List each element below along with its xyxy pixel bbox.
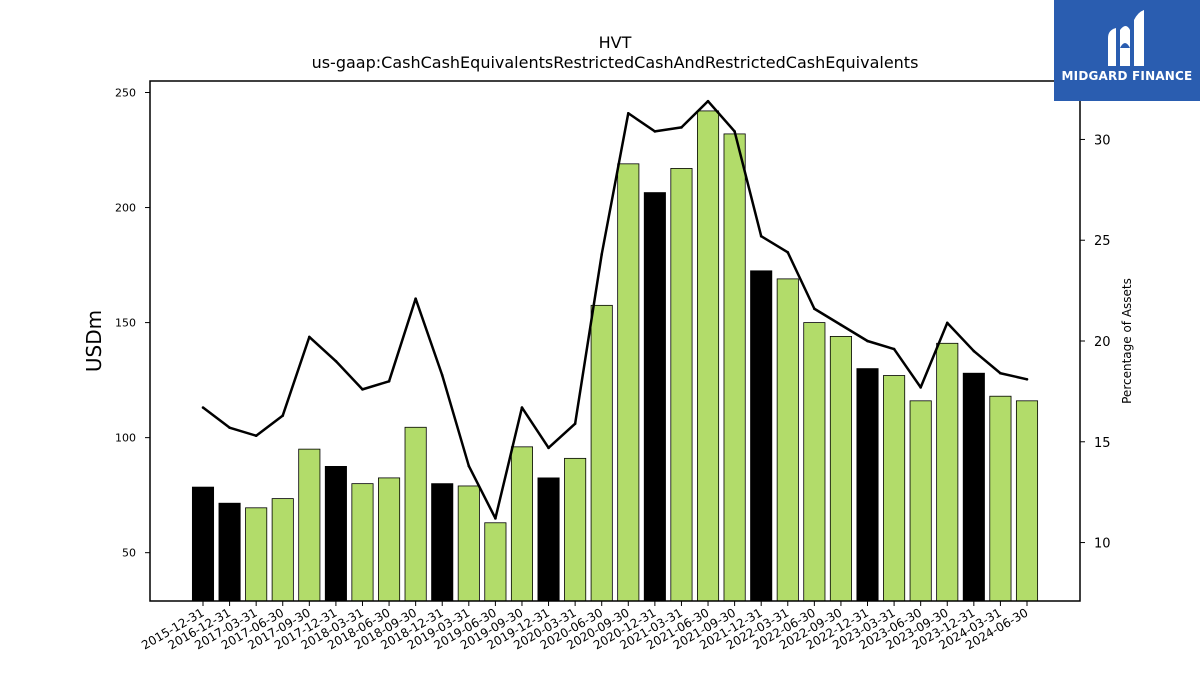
bar-2020-06-30 — [590, 304, 613, 602]
y-tick-label: 250 — [115, 87, 136, 100]
bar-2024-03-31 — [989, 395, 1012, 602]
line-point-2015-12-31 — [201, 406, 205, 409]
bar-2018-06-30 — [378, 477, 401, 602]
y-tick-label: 200 — [115, 202, 136, 215]
bar-2022-03-31 — [776, 278, 799, 602]
y-axis-left: 50 100 150 200 250 — [115, 87, 150, 560]
line-point-2024-03-31 — [999, 371, 1002, 375]
line-point-2017-12-31 — [334, 359, 338, 363]
y-right-tick-label: 30 — [1094, 133, 1111, 148]
bar-2017-06-30 — [271, 498, 294, 602]
line-point-2019-03-31 — [467, 464, 471, 468]
bar-2015-12-31 — [191, 486, 215, 602]
line-point-2018-12-31 — [440, 373, 444, 377]
bar-2020-12-31 — [643, 192, 666, 602]
y-tick-label: 150 — [115, 317, 136, 330]
y-right-tick-label: 20 — [1094, 335, 1111, 350]
bar-2023-12-31 — [962, 372, 985, 602]
bar-2018-12-31 — [431, 483, 454, 602]
percentage-line — [202, 99, 1028, 520]
line-point-2018-09-30 — [414, 297, 417, 300]
bar-2019-09-30 — [510, 446, 533, 602]
line-point-2023-03-31 — [892, 347, 896, 351]
line-point-2021-03-31 — [680, 126, 683, 129]
bar-2022-09-30 — [829, 335, 852, 602]
bar-2021-12-31 — [750, 270, 773, 602]
bar-2019-03-31 — [457, 485, 480, 602]
line-point-2020-06-30 — [600, 253, 604, 256]
line-point-2021-09-30 — [733, 130, 736, 133]
y-axis-label: USDm — [82, 310, 106, 372]
chart-title: HVT — [599, 33, 632, 52]
line-point-2021-12-31 — [759, 234, 763, 238]
x-axis: 2015-12-312016-12-312017-03-312017-06-30… — [139, 601, 1031, 652]
bar-2019-06-30 — [484, 522, 507, 602]
line-group — [201, 99, 1029, 520]
line-point-2022-09-30 — [839, 323, 843, 327]
line-point-2017-09-30 — [308, 335, 311, 339]
line-point-2023-09-30 — [945, 321, 949, 325]
bar-2017-09-30 — [298, 448, 321, 602]
y-tick-label: 100 — [115, 432, 136, 445]
y-axis-label-right: Percentage of Assets — [1120, 278, 1134, 404]
bar-2023-06-30 — [909, 400, 932, 602]
bar-2021-03-31 — [670, 168, 693, 602]
line-point-2023-06-30 — [919, 386, 922, 389]
line-point-2019-12-31 — [547, 446, 550, 450]
line-point-2016-12-31 — [228, 426, 231, 429]
bar-2017-03-31 — [245, 507, 268, 602]
line-point-2019-09-30 — [520, 406, 524, 409]
line-point-2017-06-30 — [281, 414, 285, 417]
line-point-2018-06-30 — [387, 380, 391, 383]
bar-2020-03-31 — [564, 457, 587, 602]
bar-2022-12-31 — [856, 368, 879, 602]
logo-text: MIDGARD FINANCE — [1061, 69, 1193, 83]
y-right-tick-label: 15 — [1094, 436, 1111, 451]
line-point-2022-06-30 — [813, 307, 816, 311]
line-point-2017-03-31 — [254, 434, 258, 438]
line-point-2021-06-30 — [706, 99, 710, 103]
line-point-2020-12-31 — [653, 130, 657, 133]
bar-2023-03-31 — [883, 375, 906, 602]
bar-2017-12-31 — [324, 465, 347, 602]
line-point-2019-06-30 — [494, 517, 497, 520]
y-right-tick-label: 25 — [1094, 234, 1111, 249]
line-point-2020-09-30 — [626, 111, 630, 115]
bar-group — [191, 110, 1039, 602]
bar-2022-06-30 — [803, 322, 826, 602]
y-axis-right: 10 15 20 25 30 — [1080, 133, 1111, 552]
line-point-2022-03-31 — [786, 251, 790, 254]
y-right-tick-label: 10 — [1094, 537, 1111, 552]
chart-subtitle: us-gaap:CashCashEquivalentsRestrictedCas… — [312, 53, 919, 72]
line-point-2022-12-31 — [866, 339, 869, 343]
bar-2024-06-30 — [1015, 400, 1039, 602]
bar-2018-03-31 — [351, 483, 374, 602]
y-tick-label: 50 — [122, 547, 136, 560]
bar-2018-09-30 — [404, 426, 427, 602]
bar-2020-09-30 — [617, 163, 640, 602]
bar-2023-09-30 — [936, 342, 959, 602]
bar-2021-06-30 — [697, 110, 720, 602]
line-point-2020-03-31 — [573, 422, 577, 425]
line-point-2018-03-31 — [361, 388, 364, 391]
logo: MIDGARD FINANCE — [1054, 0, 1200, 101]
line-point-2024-06-30 — [1025, 377, 1029, 381]
line-point-2023-12-31 — [972, 349, 976, 353]
bar-2019-12-31 — [537, 477, 560, 602]
bar-2016-12-31 — [218, 502, 241, 602]
logo-mark-icon — [1108, 10, 1144, 66]
bar-2021-09-30 — [723, 133, 746, 602]
